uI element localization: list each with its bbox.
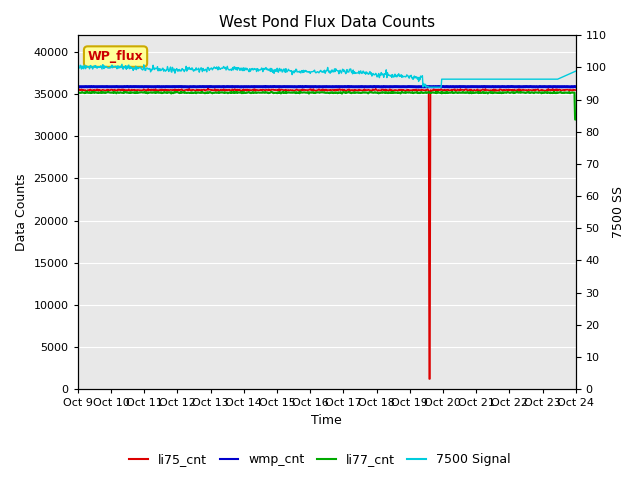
Y-axis label: Data Counts: Data Counts (15, 173, 28, 251)
Title: West Pond Flux Data Counts: West Pond Flux Data Counts (219, 15, 435, 30)
Text: WP_flux: WP_flux (88, 50, 143, 63)
Legend: li75_cnt, wmp_cnt, li77_cnt, 7500 Signal: li75_cnt, wmp_cnt, li77_cnt, 7500 Signal (124, 448, 516, 471)
X-axis label: Time: Time (311, 414, 342, 427)
Y-axis label: 7500 SS: 7500 SS (612, 186, 625, 238)
